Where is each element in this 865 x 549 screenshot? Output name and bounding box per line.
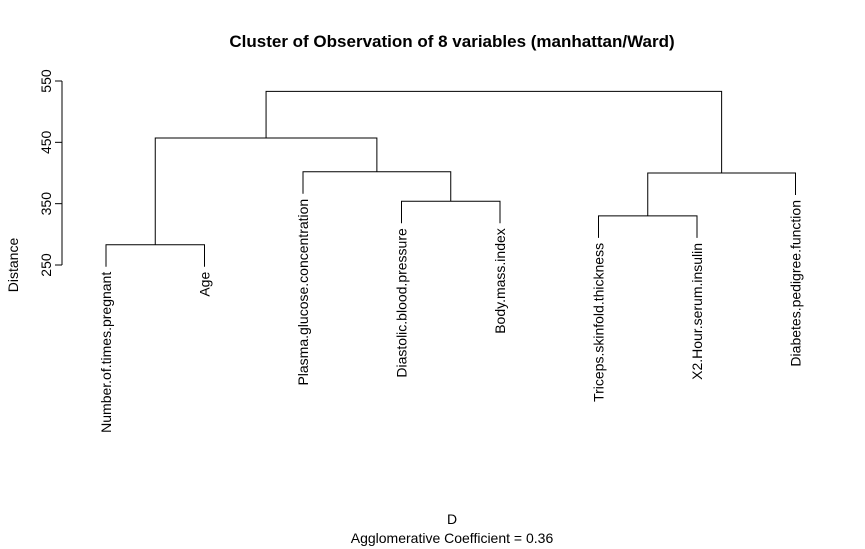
merge-branch [647, 172, 796, 216]
agglomerative-coefficient-label: Agglomerative Coefficient = 0.36 [351, 530, 554, 546]
leaf-label: Plasma.glucose.concentration [295, 199, 311, 386]
merge-branch [598, 215, 698, 238]
dendrogram-branches [105, 90, 796, 267]
leaf-label: Diabetes.pedigree.function [788, 200, 804, 367]
merge-branch [105, 244, 205, 267]
merge-branch [154, 137, 378, 245]
merge-branch [265, 90, 723, 173]
chart-title: Cluster of Observation of 8 variables (m… [229, 32, 674, 51]
y-tick-label: 550 [38, 69, 54, 93]
y-tick-label: 250 [38, 253, 54, 277]
leaf-label: Number.of.times.pregnant [98, 272, 114, 433]
leaf-label: Triceps.skinfold.thickness [591, 243, 607, 402]
y-axis: 250 350 450 550 [38, 69, 63, 277]
y-tick-label: 450 [38, 130, 54, 154]
merge-branch [302, 171, 452, 202]
y-axis-label: Distance [5, 238, 21, 293]
leaf-labels: Number.of.times.pregnant Age Plasma.glucos… [98, 199, 804, 433]
x-axis-label: D [447, 511, 457, 527]
leaf-label: X2.Hour.serum.insulin [689, 243, 705, 380]
leaf-label: Age [197, 272, 213, 297]
leaf-label: Diastolic.blood.pressure [394, 228, 410, 378]
y-tick-label: 350 [38, 192, 54, 216]
leaf-label: Body.mass.index [492, 228, 508, 334]
merge-branch [401, 200, 501, 224]
